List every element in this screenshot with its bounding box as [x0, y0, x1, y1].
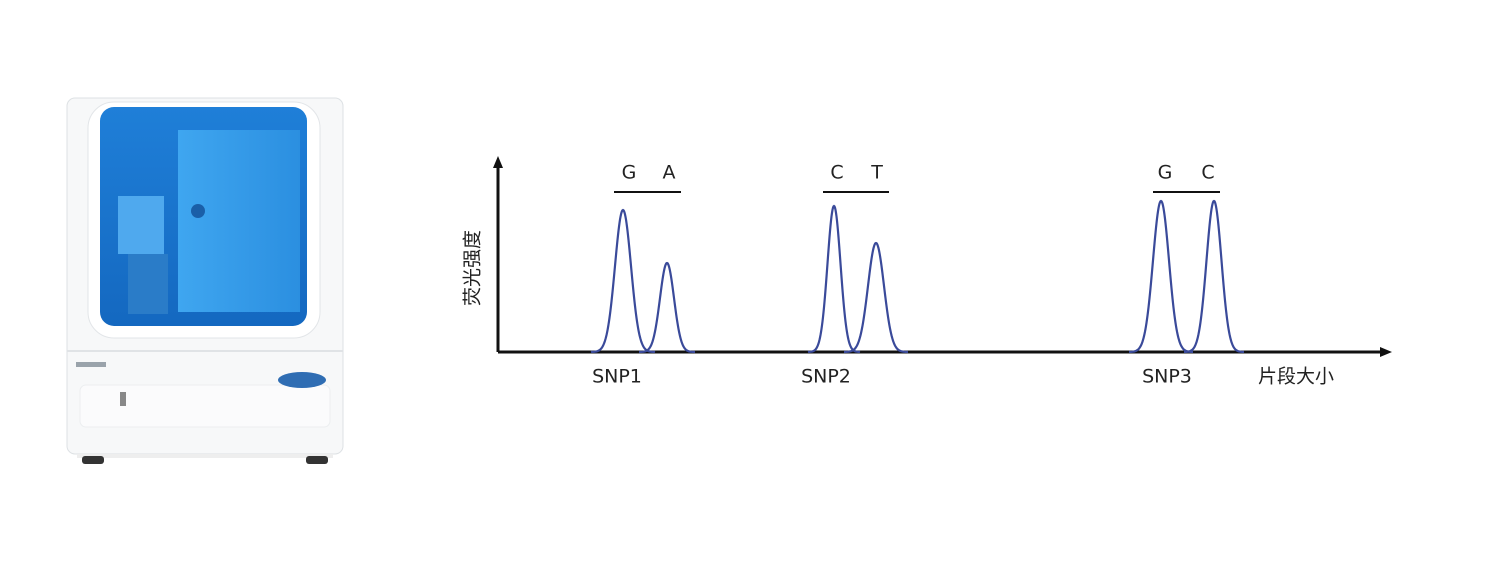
snp-label: SNP1 [592, 366, 642, 388]
peaks [590, 199, 1244, 354]
peak [590, 208, 656, 354]
allele-label: A [663, 162, 676, 184]
y-axis-label: 荧光强度 [462, 230, 484, 306]
peak [844, 241, 908, 354]
peak [639, 261, 695, 354]
allele-label: G [1158, 162, 1173, 184]
allele-label: C [830, 162, 843, 184]
allele-label: C [1201, 162, 1214, 184]
instrument [66, 97, 344, 464]
allele-label: G [622, 162, 637, 184]
axes [493, 156, 1392, 357]
snp-label: SNP2 [801, 366, 851, 388]
peak [1129, 199, 1193, 353]
peak [807, 204, 861, 354]
allele-label: T [870, 162, 883, 184]
x-axis-label: 片段大小 [1258, 366, 1334, 388]
peak [1184, 199, 1244, 353]
snp-label: SNP3 [1142, 366, 1192, 388]
